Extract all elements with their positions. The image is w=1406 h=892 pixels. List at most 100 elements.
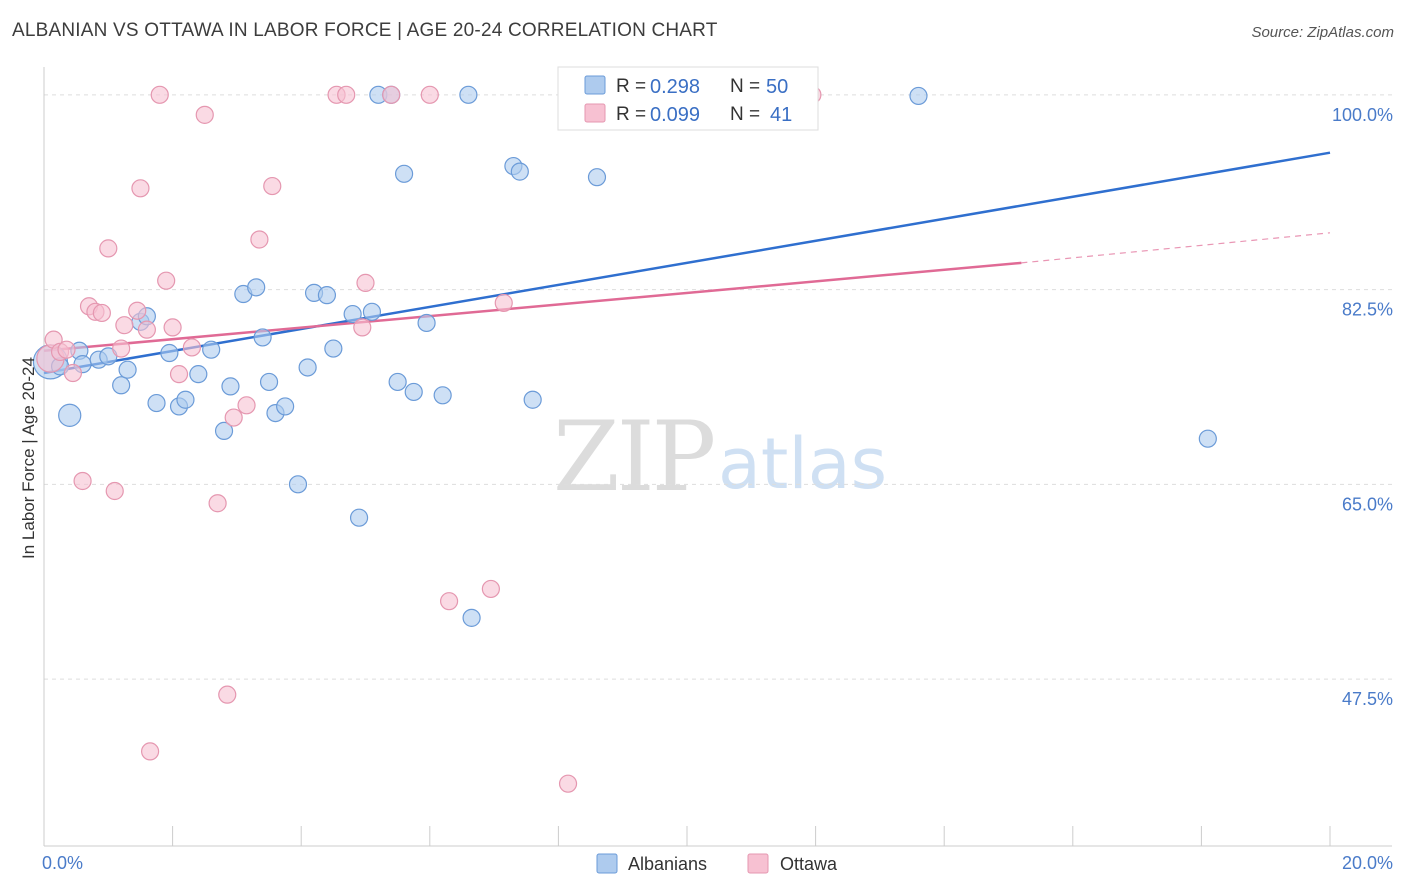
ottawa-point bbox=[195, 105, 214, 124]
ottawa-point bbox=[63, 363, 83, 383]
albanians-point bbox=[298, 358, 317, 377]
albanians-point bbox=[288, 475, 308, 494]
albanians-point bbox=[523, 390, 542, 409]
ottawa-point bbox=[112, 339, 131, 358]
albanians-trend-line bbox=[43, 151, 1331, 375]
albanians-point bbox=[118, 360, 137, 379]
ottawa-point bbox=[250, 230, 269, 249]
albanians-point bbox=[189, 365, 208, 384]
ottawa-point bbox=[263, 176, 282, 196]
ottawa-point bbox=[137, 320, 156, 339]
legend-albanians-label: Albanians bbox=[628, 854, 707, 874]
y-tick-label: 47.5% bbox=[1342, 689, 1393, 709]
ottawa-trend-line bbox=[43, 261, 1022, 353]
albanians-point bbox=[276, 397, 295, 416]
ottawa-point bbox=[115, 316, 134, 335]
gridlines bbox=[44, 94, 1392, 680]
albanians-point bbox=[147, 393, 166, 413]
albanians-point bbox=[417, 313, 436, 333]
albanians-point bbox=[394, 164, 414, 183]
ottawa-point bbox=[169, 365, 189, 384]
albanians-point bbox=[459, 85, 478, 104]
albanians-point bbox=[349, 508, 369, 527]
ottawa-point bbox=[353, 318, 372, 337]
albanians-point bbox=[253, 328, 272, 347]
albanians-point bbox=[324, 339, 343, 358]
ottawa-point bbox=[99, 239, 118, 258]
albanians-point bbox=[343, 304, 362, 324]
chart-title: ALBANIAN VS OTTAWA IN LABOR FORCE | AGE … bbox=[12, 20, 718, 41]
albanians-point bbox=[202, 340, 221, 359]
ottawa-point bbox=[558, 774, 578, 793]
ottawa-point bbox=[163, 318, 182, 337]
ottawa-r-value: 0.099 bbox=[650, 104, 700, 126]
ottawa-point bbox=[481, 579, 500, 599]
albanians-point bbox=[221, 377, 240, 396]
albanians-point bbox=[462, 608, 481, 627]
ottawa-point bbox=[128, 301, 147, 320]
albanians-point bbox=[510, 162, 529, 181]
x-tick-label-max: 20.0% bbox=[1342, 853, 1393, 873]
trend-lines bbox=[43, 151, 1331, 375]
albanians-point bbox=[388, 372, 407, 392]
watermark-atlas: atlas bbox=[718, 423, 887, 505]
legend-albanians-swatch bbox=[596, 853, 618, 874]
y-tick-label: 100.0% bbox=[1332, 105, 1393, 125]
albanians-point bbox=[58, 403, 82, 427]
ottawa-point bbox=[73, 471, 92, 491]
albanians-point bbox=[909, 86, 928, 106]
albanians-point bbox=[160, 343, 179, 363]
stats-legend: R = 0.298 N = 50 R = 0.099 N = 41 bbox=[557, 66, 819, 131]
ottawa-point bbox=[208, 494, 227, 513]
ottawa-point bbox=[105, 481, 124, 501]
y-axis-label: In Labor Force | Age 20-24 bbox=[19, 357, 38, 559]
ottawa-point bbox=[237, 396, 256, 415]
albanians-point bbox=[317, 286, 337, 305]
ottawa-point bbox=[218, 685, 237, 704]
ottawa-point bbox=[57, 340, 76, 359]
ottawa-trend-extension bbox=[1021, 232, 1331, 264]
ottawa-n-value: 41 bbox=[770, 104, 792, 126]
ottawa-point bbox=[157, 271, 176, 290]
ottawa-point bbox=[420, 85, 439, 104]
albanians-point bbox=[587, 168, 607, 187]
legend-ottawa-label: Ottawa bbox=[780, 854, 838, 874]
albanians-point bbox=[247, 278, 266, 297]
data-points bbox=[32, 85, 1217, 793]
ottawa-point bbox=[92, 303, 111, 323]
albanians-point bbox=[362, 302, 382, 321]
y-tick-label: 65.0% bbox=[1342, 494, 1393, 514]
albanians-point bbox=[176, 390, 195, 409]
ottawa-point bbox=[337, 85, 356, 104]
albanians-n-label: N = bbox=[730, 76, 760, 97]
ottawa-point bbox=[140, 742, 160, 761]
ottawa-point bbox=[150, 85, 169, 104]
ottawa-n-label: N = bbox=[730, 104, 760, 125]
ottawa-point bbox=[356, 273, 375, 292]
ottawa-point bbox=[439, 592, 459, 611]
series-legend: Albanians Ottawa bbox=[596, 853, 838, 874]
albanians-r-value: 0.298 bbox=[650, 76, 700, 98]
legend-ottawa-swatch bbox=[747, 853, 769, 874]
watermark-zip: ZIP bbox=[553, 401, 714, 513]
ottawa-point bbox=[182, 338, 201, 357]
ottawa-point bbox=[494, 293, 513, 313]
source-label: Source: ZipAtlas.com bbox=[1251, 24, 1394, 41]
y-tick-label: 82.5% bbox=[1342, 300, 1393, 320]
ottawa-point bbox=[224, 408, 243, 427]
x-tick-label-min: 0.0% bbox=[42, 853, 83, 873]
albanians-n-value: 50 bbox=[766, 76, 788, 98]
ottawa-point bbox=[131, 179, 150, 198]
albanians-point bbox=[433, 386, 452, 405]
albanians-legend-swatch bbox=[584, 75, 606, 95]
ottawa-point bbox=[382, 85, 401, 104]
albanians-r-label: R = bbox=[616, 76, 646, 97]
albanians-point bbox=[214, 421, 234, 441]
albanians-point bbox=[404, 382, 423, 402]
albanians-point bbox=[112, 376, 131, 395]
albanians-point bbox=[259, 372, 279, 392]
albanians-point bbox=[1198, 429, 1217, 448]
ottawa-legend-swatch bbox=[584, 103, 606, 123]
axes: 47.5% 65.0% 82.5% 100.0% 0.0% 20.0% bbox=[42, 67, 1393, 873]
